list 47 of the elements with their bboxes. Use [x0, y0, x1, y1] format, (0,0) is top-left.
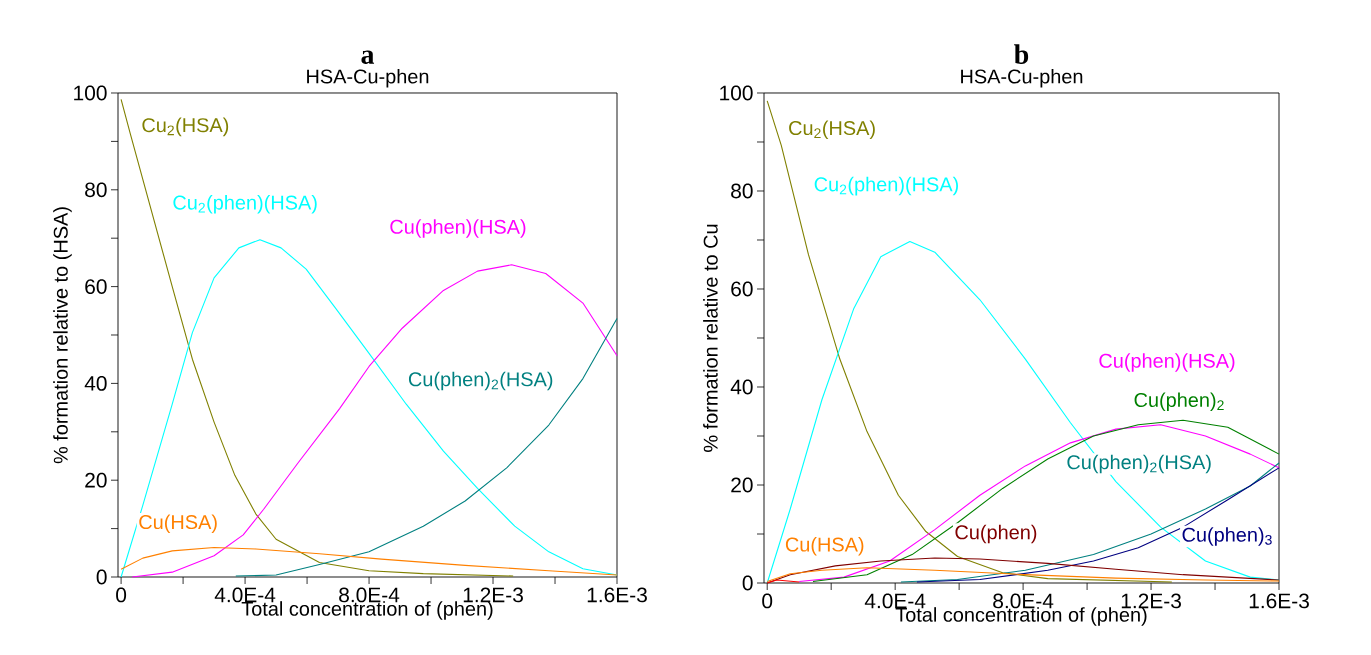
- y-tick-label: 60: [85, 279, 107, 294]
- series-label: Cu$_{2}$(HSA): [789, 120, 875, 140]
- x-tick-label: 0: [762, 593, 773, 609]
- y-tick-label: 20: [85, 472, 107, 488]
- x-tick-label: 1.2E-3: [1121, 593, 1181, 609]
- x-tick-label: 1.6E-3: [587, 587, 647, 603]
- y-tick-label: 40: [84, 375, 107, 391]
- x-axis-title: Total concentration of (phen): [895, 607, 1147, 626]
- line-series: [120, 546, 618, 576]
- x-tick-label: 4.0E-4: [864, 593, 926, 609]
- y-tick-label: 100: [74, 85, 107, 101]
- y-tick-label: 80: [85, 182, 107, 198]
- y-tick-label: 20: [731, 477, 753, 493]
- y-tick-label: 40: [730, 379, 753, 395]
- series-label: Cu(phen)(HSA): [390, 219, 526, 238]
- text: Cu(phen)(HSA): [1099, 353, 1235, 372]
- x-tick-label: 1.2E-3: [463, 587, 523, 603]
- chart-subtitle: HSA-Cu-phen: [307, 68, 429, 88]
- y-tick-label: 100: [720, 85, 753, 101]
- line-series: [766, 557, 1280, 584]
- x-tick-label: 4.0E-4: [214, 587, 276, 603]
- x-axis-title: Total concentration of (phen): [241, 601, 493, 620]
- y-tick-label: 80: [731, 183, 753, 199]
- text: Cu$_{2}$(phen)(HSA): [814, 176, 958, 196]
- y-tick-label: 0: [742, 575, 753, 591]
- series-label: Cu(phen)$_{2}$(HSA): [1067, 454, 1211, 474]
- line-series: [766, 567, 1280, 583]
- x-tick-label: 8.0E-4: [993, 593, 1054, 609]
- series-label: Cu$_{2}$(phen)(HSA): [173, 195, 317, 214]
- series-label: Cu(phen)$_{2}$: [1134, 392, 1224, 411]
- series-label: Cu(phen): [955, 524, 1037, 544]
- x-tick-label: 8.0E-4: [339, 587, 400, 603]
- series-label: Cu(phen)$_{3}$: [1182, 527, 1272, 546]
- series-label: Cu(HSA): [139, 514, 217, 534]
- series-label: Cu(phen)$_{2}$(HSA): [408, 371, 553, 391]
- y-tick-label: 0: [96, 569, 107, 585]
- y-axis-title: % formation relative to (HSA): [53, 207, 72, 464]
- series-label: Cu$_{2}$(HSA): [142, 117, 229, 137]
- x-tick-label: 0: [116, 587, 127, 603]
- chart-title: b: [1014, 44, 1029, 64]
- line-series: [235, 317, 618, 577]
- chart-subtitle: HSA-Cu-phen: [961, 68, 1083, 88]
- chart-title: a: [361, 50, 375, 64]
- y-tick-label: 60: [731, 281, 753, 297]
- x-tick-label: 1.6E-3: [1249, 593, 1309, 609]
- series-label: Cu(HSA): [785, 536, 864, 556]
- y-axis-title: % formation relative to Cu: [703, 224, 718, 452]
